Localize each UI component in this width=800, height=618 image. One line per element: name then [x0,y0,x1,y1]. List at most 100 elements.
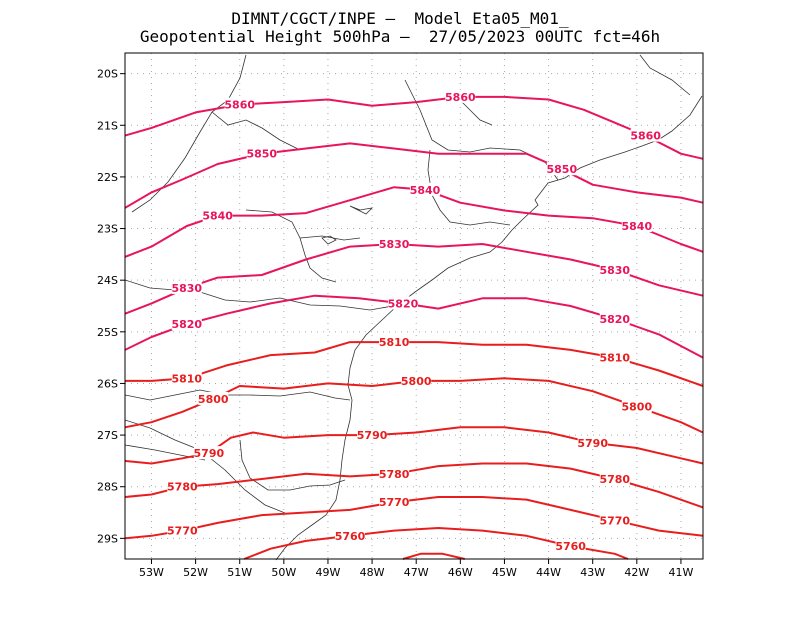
contour-label-bg [555,539,586,553]
lat-tick-label: 25S [97,326,118,339]
contour-label: 5830 [599,264,630,277]
contour-label: 5800 [198,393,229,406]
border-line [639,54,691,96]
contour-label: 5820 [599,313,630,326]
border-line [124,389,351,401]
contour-label: 5860 [445,91,476,104]
axis-ticks: 53W 52W 51W 50W 49W 48W 47W 46W 45W 44W 43W 42W 41W 2… [97,68,693,579]
contour-label: 5810 [379,336,410,349]
lon-tick-label: 47W [404,566,429,579]
border-line [124,419,286,514]
border-line [239,439,346,491]
contour-label-bg [224,97,255,111]
border-line [349,205,374,215]
contour-label: 5850 [546,163,577,176]
contour-labels: 5860 5860 5860 5850 5850 5840 5840 5840 5830 5830… [167,89,661,553]
lat-tick-label: 28S [97,481,118,494]
contour-label-bg [599,350,630,364]
contour-label-bg [599,262,630,276]
lat-tick-label: 26S [97,377,118,390]
lon-tick-label: 51W [227,566,252,579]
contour-label-bg [379,237,410,251]
contour-label: 5810 [599,352,630,365]
lon-tick-label: 44W [536,566,561,579]
map-title-line1: DIMNT/CGCT/INPE – Model Eta05_M01_ [231,9,569,28]
contour-5850 [124,142,704,209]
contour-label: 5810 [171,372,202,385]
border-line [211,111,301,151]
contour-label-bg [599,513,630,527]
lat-tick-label: 20S [97,68,118,81]
lat-tick-label: 27S [97,429,118,442]
contour-label: 5770 [379,496,410,509]
lon-tick-label: 41W [669,566,694,579]
border-line [245,209,337,283]
contour-label-bg [171,317,202,331]
contour-label: 5830 [171,282,202,295]
contour-label: 5760 [335,530,366,543]
contour-label: 5820 [171,318,202,331]
lon-tick-label: 45W [492,566,517,579]
contour-label-bg [379,466,410,480]
contour-label: 5780 [599,473,630,486]
border-line [404,79,559,181]
contour-label-bg [546,162,577,176]
contour-label-bg [167,479,198,493]
contour-label: 5820 [388,297,419,310]
coastline [275,95,703,561]
contour-label: 5780 [379,468,410,481]
map-title-line2: Geopotential Height 500hPa – 27/05/2023 … [139,27,661,46]
contour-label: 5860 [630,130,661,143]
lat-tick-label: 22S [97,171,118,184]
contour-label-bg [401,373,432,387]
contour-label: 5840 [202,210,233,223]
lat-tick-label: 21S [97,119,118,132]
contour-label: 5760 [555,540,586,553]
lat-tick-label: 24S [97,274,118,287]
contour-label: 5790 [194,447,225,460]
lon-tick-label: 48W [360,566,385,579]
contour-label: 5850 [246,148,277,161]
contour-label: 5790 [577,437,608,450]
contour-label-bg [630,128,661,142]
contour-label-bg [202,208,233,222]
contour-label-bg [167,523,198,537]
coastline-borders [124,54,703,561]
contour-label-bg [171,280,202,294]
border-line [427,149,511,226]
contour-label-bg [171,371,202,385]
contour-label-bg [621,399,652,413]
contour-label-bg [577,435,608,449]
contour-label-bg [379,495,410,509]
contour-5750 [402,552,465,560]
lon-tick-label: 50W [271,566,296,579]
contour-label-bg [410,182,441,196]
contour-label: 5830 [379,238,410,251]
contour-label: 5840 [410,184,441,197]
contour-label: 5840 [622,220,653,233]
contour-5800 [124,377,704,434]
contour-label: 5800 [622,401,653,414]
lon-tick-label: 46W [448,566,473,579]
contour-label: 5770 [167,525,198,538]
border-line [131,54,247,213]
contour-label: 5770 [599,514,630,527]
lon-tick-label: 53W [139,566,164,579]
border-line [459,99,493,126]
contour-label-bg [379,335,410,349]
contour-5840 [124,186,704,258]
contour-label: 5800 [401,375,432,388]
contour-label-bg [387,296,418,310]
lon-tick-label: 49W [316,566,341,579]
lat-tick-label: 23S [97,223,118,236]
contour-label-bg [198,391,229,405]
lon-tick-label: 52W [183,566,208,579]
contour-label-bg [599,471,630,485]
contour-label-bg [621,218,652,232]
contour-label: 5790 [357,429,388,442]
contour-5860 [124,95,704,160]
contour-label-bg [357,428,388,442]
border-line [124,279,399,311]
lon-tick-label: 43W [580,566,605,579]
